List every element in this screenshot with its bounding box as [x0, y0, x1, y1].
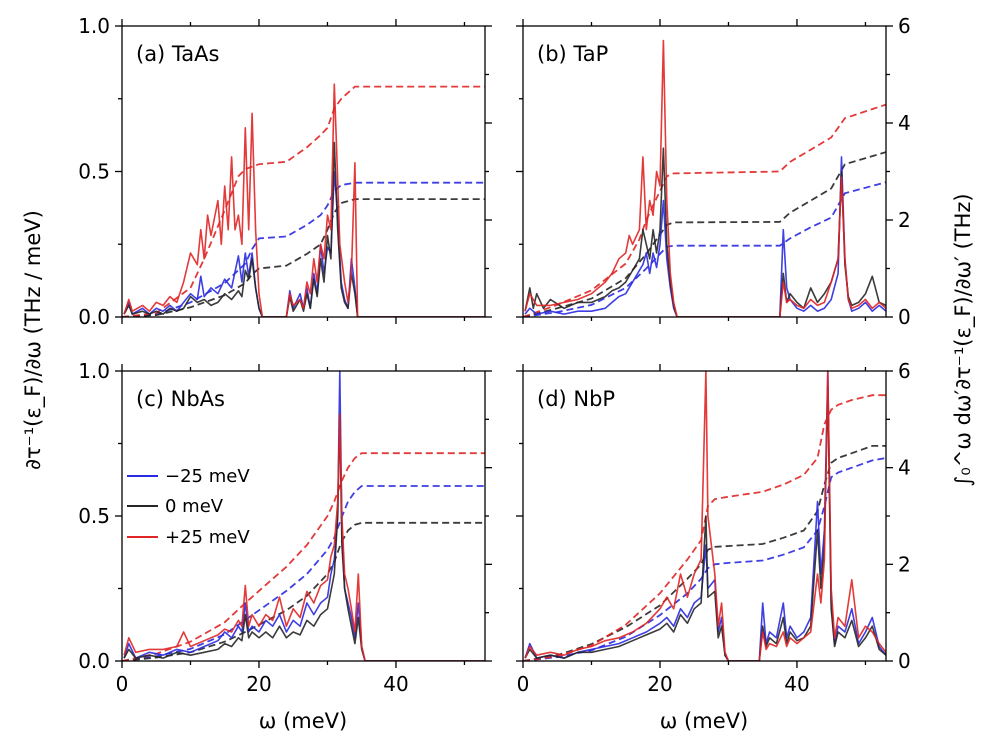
y-tick-label-right: 0 — [898, 305, 911, 329]
x-tick-label: 0 — [116, 672, 129, 696]
series-line — [122, 485, 485, 661]
y-tick-label-left: 1.0 — [78, 14, 110, 38]
series-line — [123, 413, 485, 661]
series-line — [123, 413, 485, 661]
y-tick-label-left: 1.0 — [78, 359, 110, 383]
x-tick-label: 40 — [383, 672, 408, 696]
legend-label: −25 meV — [165, 466, 250, 487]
series-line — [122, 452, 485, 661]
series-line — [122, 181, 485, 317]
x-axis-label-left: ω (meV) — [259, 709, 347, 733]
legend-label: +25 meV — [165, 527, 250, 548]
x-axis-label-right: ω (meV) — [660, 709, 748, 733]
series-line — [524, 156, 886, 317]
y-tick-label-left: 0.0 — [78, 305, 110, 329]
panel-4: 0 20 40 0 2 4 6 (d) NbP — [516, 359, 911, 696]
y-tick-label-right: 6 — [898, 14, 911, 38]
x-tick-label: 20 — [647, 672, 672, 696]
plot-area — [523, 39, 886, 317]
y-tick-label-right: 0 — [898, 649, 911, 673]
series-line — [523, 151, 886, 317]
series-line — [524, 370, 886, 661]
series-line — [523, 445, 886, 661]
y-tick-label-right: 4 — [898, 456, 911, 480]
legend: −25 meV 0 meV +25 meV — [127, 466, 250, 548]
series-line — [523, 181, 886, 317]
series-line — [524, 384, 886, 661]
series-line — [122, 198, 485, 317]
series-line — [122, 85, 485, 317]
y-tick-label-left: 0.5 — [78, 160, 110, 184]
y-tick-label-left: 0.5 — [78, 504, 110, 528]
panel-label: (b) TaP — [537, 42, 608, 66]
legend-label: 0 meV — [165, 496, 224, 517]
x-tick-label: 20 — [246, 672, 271, 696]
panel-label: (c) NbAs — [136, 387, 225, 411]
x-tick-label: 40 — [784, 672, 809, 696]
panel-label: (d) NbP — [537, 387, 615, 411]
y-axis-label-right: ∫₀^ω dω′∂τ⁻¹(ε_F)/∂ω′ (THz) — [951, 193, 976, 486]
series-line — [523, 103, 886, 317]
axes-frame — [522, 25, 887, 318]
series-line — [523, 394, 886, 661]
plot-area — [523, 370, 886, 661]
series-line — [524, 39, 886, 317]
series-line — [524, 147, 886, 317]
series-line — [123, 83, 485, 317]
plot-area — [122, 370, 485, 661]
y-tick-label-right: 2 — [898, 552, 911, 576]
y-tick-label-left: 0.0 — [78, 649, 110, 673]
panel-3: 0 20 40 0.0 0.5 1.0 (c) NbAs — [78, 359, 492, 696]
y-tick-label-right: 2 — [898, 208, 911, 232]
series-line — [123, 141, 485, 317]
panel-1: 0.0 0.5 1.0 (a) TaAs — [78, 14, 492, 329]
y-axis-label-left: ∂τ⁻¹(ε_F)/∂ω (THz / meV) — [21, 210, 46, 470]
axes-frame — [121, 25, 486, 318]
panel-label: (a) TaAs — [136, 42, 219, 66]
plot-area — [122, 83, 485, 317]
series-line — [122, 521, 485, 661]
x-tick-label: 0 — [517, 672, 530, 696]
panel-2: 0 2 4 6 (b) TaP — [516, 14, 911, 329]
y-tick-label-right: 6 — [898, 359, 911, 383]
y-tick-label-right: 4 — [898, 111, 911, 135]
